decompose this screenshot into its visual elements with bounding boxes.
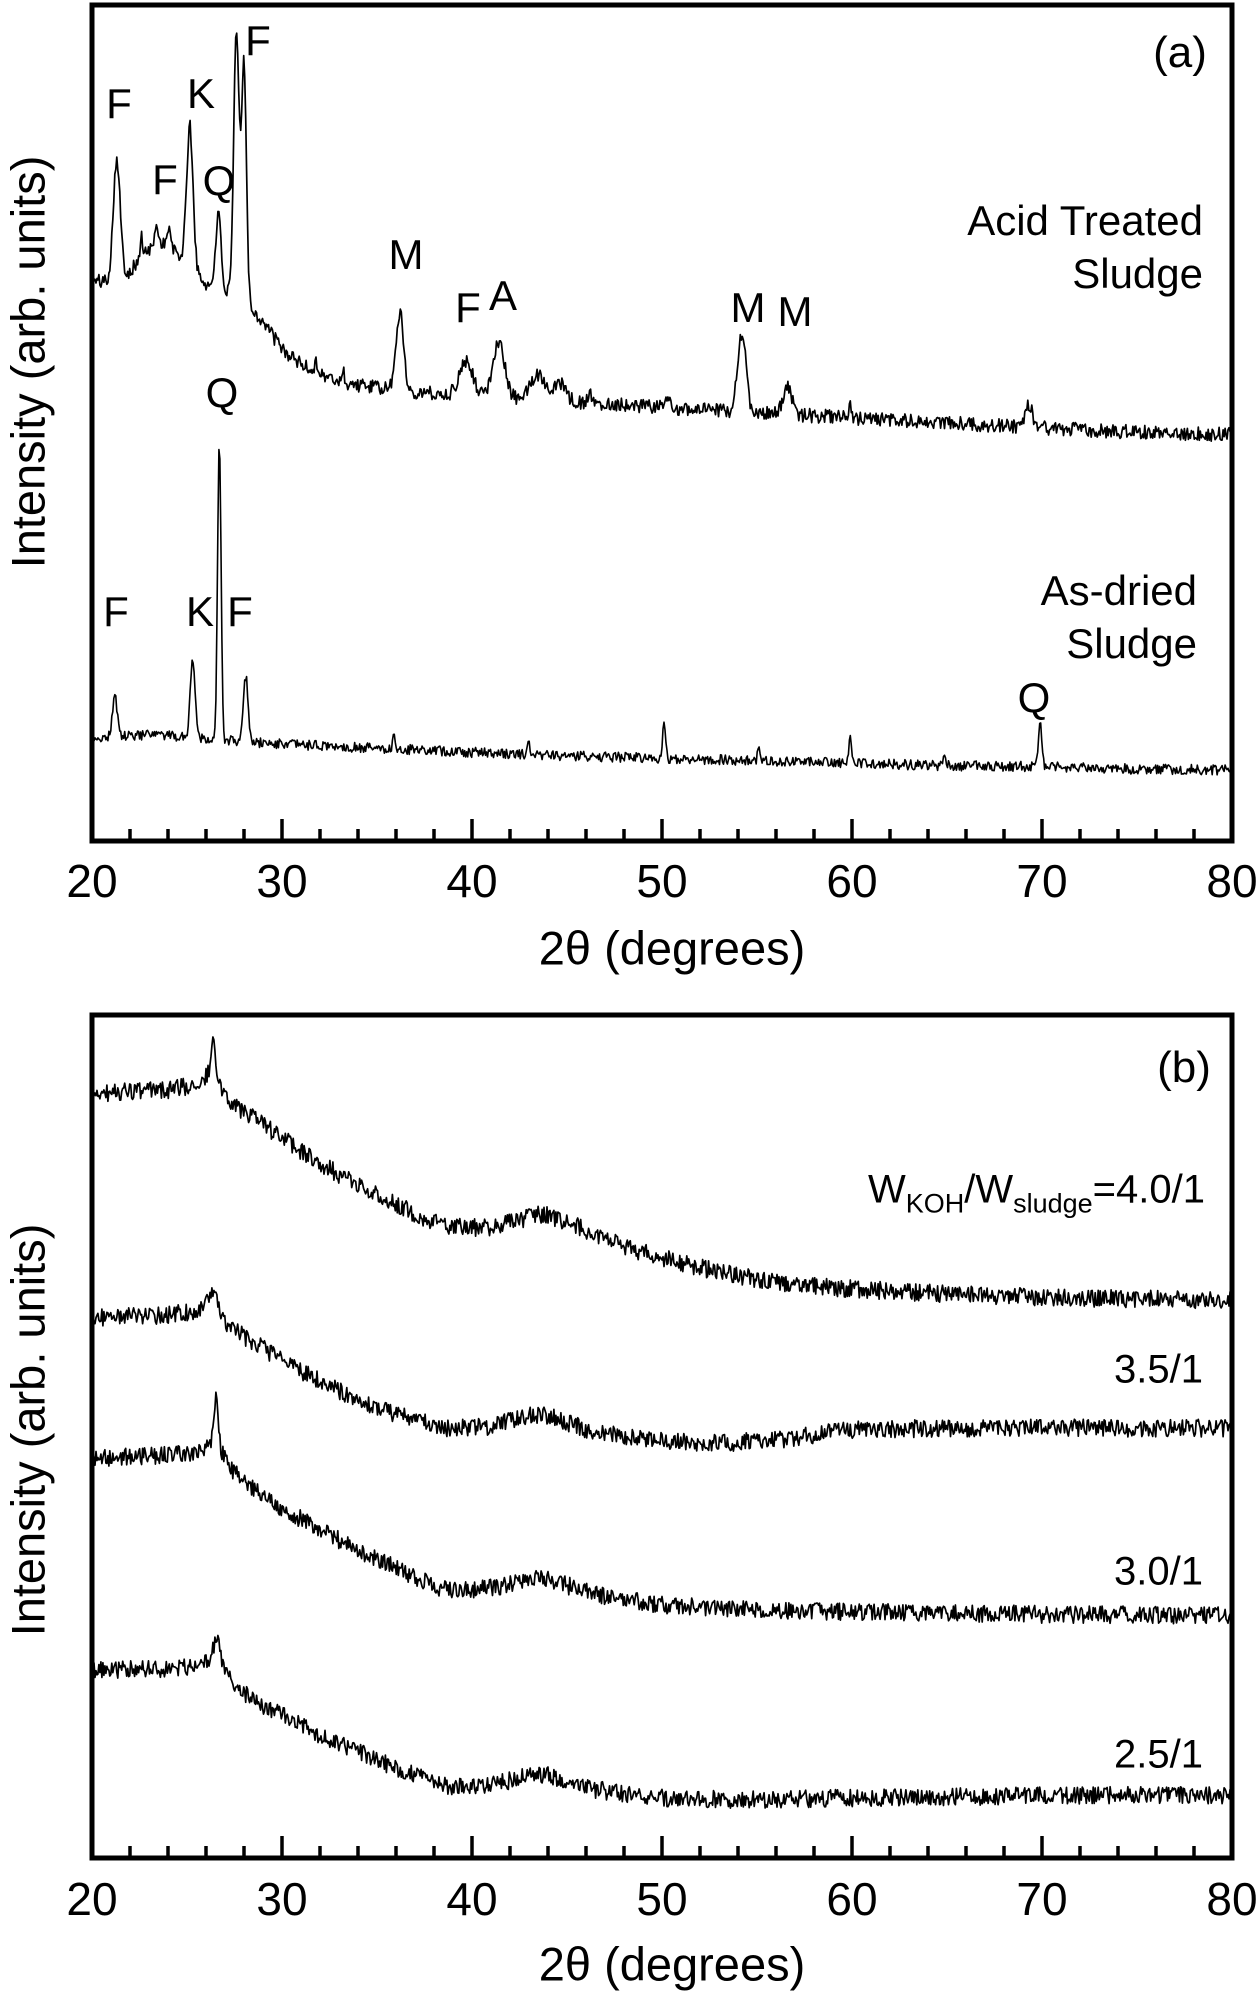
peak-label-M: M (777, 288, 813, 335)
peak-label-K: K (185, 588, 215, 635)
panel-a-tag: (a) (1153, 28, 1207, 77)
ratio-subscript: KOH (905, 1188, 965, 1219)
x-tick-label: 80 (1206, 1873, 1258, 1925)
panel-b-x-ticks (90, 1836, 1234, 1858)
trace-ratio-4-0 (91, 1036, 1233, 1310)
peak-label-F: F (245, 17, 271, 64)
ratio-subscript: sludge (1013, 1188, 1093, 1219)
panel-a-x-ticks (90, 819, 1234, 841)
peak-label-Q: Q (1017, 674, 1051, 721)
peak-label-Q: Q (202, 157, 236, 204)
panel-b-y-axis-label: Intensity (arb. units) (1, 1223, 55, 1637)
x-tick-label: 80 (1206, 855, 1258, 907)
trace-ratio-2-5 (91, 1634, 1233, 1809)
peak-label-Q: Q (205, 369, 239, 416)
panel-b-tag: (b) (1157, 1043, 1211, 1092)
peak-label-K: K (186, 70, 216, 117)
peak-label-F: F (106, 80, 132, 127)
x-tick-label: 50 (636, 855, 688, 907)
peak-label-A: A (488, 272, 518, 319)
panel-a-frame (89, 2, 1235, 844)
ratio-value: =4.0/1 (1092, 1167, 1205, 1212)
x-tick-label: 60 (826, 855, 878, 907)
series-label-line: Sludge (1072, 250, 1203, 297)
panel-a-x-axis-label: 2θ (degrees) (538, 921, 806, 975)
series-label-ratio-3-5: 3.5/1 (1114, 1347, 1203, 1392)
x-tick-label: 40 (446, 1873, 498, 1925)
trace-ratio-3-0 (91, 1391, 1233, 1625)
trace-as-dried-sludge (91, 448, 1233, 776)
trace-ratio-3-5 (91, 1286, 1233, 1452)
series-label-line: As-dried (1040, 567, 1197, 614)
series-label-line: Acid Treated (967, 197, 1203, 244)
x-tick-label: 20 (66, 855, 118, 907)
series-label-ratio-4-0: WKOH/Wsludge=4.0/1 (867, 1167, 1205, 1219)
series-label-as-dried: As-dried Sludge (1041, 564, 1197, 670)
peak-label-F: F (227, 588, 253, 635)
ratio-symbol: W (867, 1167, 906, 1212)
series-label-line: Sludge (1066, 620, 1197, 667)
panel-a-y-axis-label: Intensity (arb. units) (1, 155, 55, 569)
x-tick-label: 20 (66, 1873, 118, 1925)
x-tick-label: 30 (256, 1873, 308, 1925)
peak-label-F: F (152, 156, 178, 203)
series-label-ratio-3-0: 3.0/1 (1114, 1549, 1203, 1594)
x-tick-label: 50 (636, 1873, 688, 1925)
panel-b-x-axis-label: 2θ (degrees) (538, 1937, 806, 1991)
peak-label-M: M (730, 284, 766, 331)
x-tick-label: 40 (446, 855, 498, 907)
ratio-symbol: /W (964, 1167, 1014, 1212)
peak-label-M: M (388, 231, 424, 278)
x-tick-label: 70 (1016, 855, 1068, 907)
x-tick-label: 70 (1016, 1873, 1068, 1925)
x-tick-label: 60 (826, 1873, 878, 1925)
series-label-acid-treated: Acid Treated Sludge (967, 194, 1203, 300)
x-tick-label: 30 (256, 855, 308, 907)
series-label-ratio-2-5: 2.5/1 (1114, 1732, 1203, 1777)
peak-label-F: F (455, 284, 481, 331)
peak-label-F: F (103, 588, 129, 635)
trace-acid-treated-sludge (91, 32, 1233, 443)
